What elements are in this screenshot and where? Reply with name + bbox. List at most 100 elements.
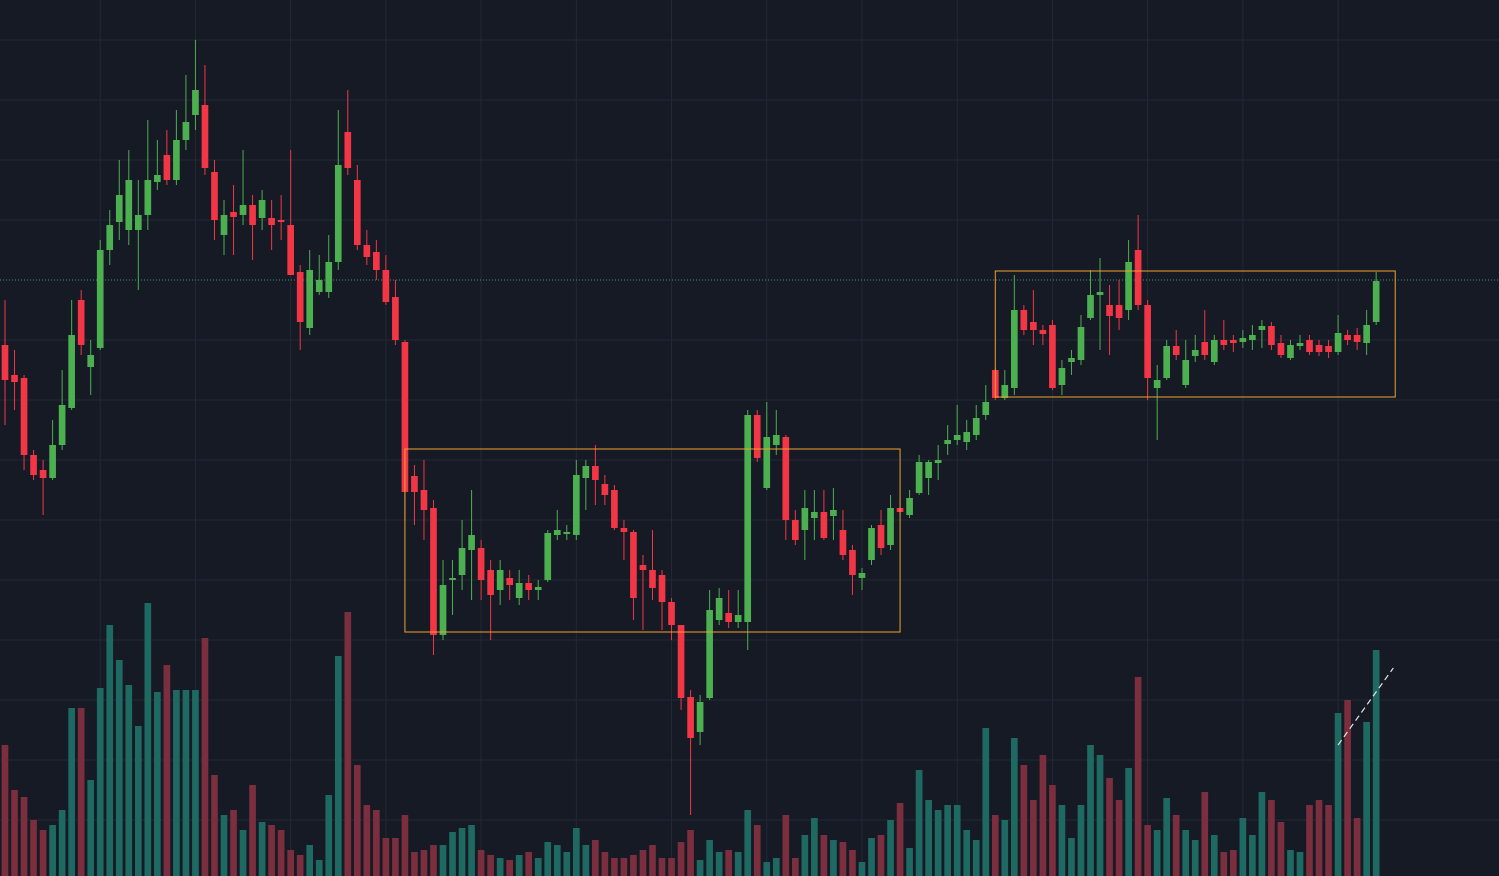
volume-bar — [220, 815, 228, 876]
candle-body — [220, 215, 228, 235]
volume-bar — [563, 852, 571, 876]
candle-body — [1363, 325, 1370, 343]
volume-bar — [239, 830, 247, 876]
volume-bar — [820, 835, 828, 876]
volume-bar — [144, 603, 152, 876]
volume-bar — [258, 822, 266, 876]
volume-bar — [401, 815, 409, 876]
volume-bar — [1353, 818, 1361, 876]
candle-body — [820, 512, 828, 538]
volume-bar — [1087, 745, 1094, 876]
volume-bar — [1039, 755, 1047, 876]
candle-body — [763, 437, 771, 488]
volume-bar — [982, 728, 990, 876]
volume-bar — [192, 690, 199, 876]
candle-body — [934, 460, 942, 463]
volume-bar — [953, 805, 961, 876]
candle-body — [677, 625, 685, 698]
candle-body — [49, 445, 56, 478]
candle-body — [744, 415, 752, 622]
volume-bar — [906, 848, 913, 876]
volume-bar — [772, 858, 780, 876]
candle-body — [296, 272, 304, 322]
volume-bar — [896, 803, 904, 876]
volume-bar — [592, 840, 599, 876]
volume-bar — [991, 815, 999, 876]
candle-body — [715, 598, 723, 620]
volume-bar — [944, 805, 952, 876]
volume-bar — [1249, 835, 1256, 876]
candle-body — [1315, 345, 1323, 352]
volume-bar — [315, 860, 323, 876]
volume-bar — [1115, 800, 1123, 876]
volume-bar — [1077, 805, 1085, 876]
volume-bar — [811, 818, 818, 876]
candle-body — [868, 528, 875, 560]
candle-body — [154, 175, 161, 182]
candle-body — [563, 532, 571, 534]
volume-bar — [601, 852, 609, 876]
candle-body — [1230, 340, 1237, 343]
candle-body — [582, 466, 590, 478]
candle-body — [411, 476, 418, 492]
candle-body — [1115, 305, 1123, 318]
volume-bar — [1106, 778, 1113, 876]
volume-bar — [868, 838, 875, 876]
volume-bar — [1172, 815, 1180, 876]
volume-bar — [1201, 792, 1209, 876]
volume-bar — [753, 825, 761, 876]
candle-body — [325, 262, 333, 292]
volume-bar — [925, 800, 932, 876]
candle-body — [592, 466, 599, 480]
candle-body — [39, 470, 47, 478]
volume-bar — [582, 845, 590, 876]
volume-bar — [277, 830, 285, 876]
candle-body — [839, 530, 847, 555]
candle-body — [1020, 310, 1028, 330]
candle-body — [1125, 262, 1132, 310]
volume-bar — [163, 665, 171, 876]
volume-bar — [468, 825, 475, 876]
volume-bar — [877, 835, 885, 876]
candle-body — [772, 435, 780, 445]
candle-body — [1249, 335, 1256, 340]
candle-body — [353, 180, 361, 245]
volume-bar — [430, 845, 437, 876]
volume-bar — [1010, 738, 1018, 876]
trend-line — [1337, 667, 1394, 746]
candle-body — [1191, 350, 1199, 356]
volume-bar — [344, 612, 352, 876]
candle-body — [534, 587, 542, 590]
volume-bar — [830, 840, 837, 876]
volume-bar — [687, 830, 694, 876]
candle-body — [1049, 325, 1056, 388]
candle-body — [401, 342, 409, 492]
candle-body — [1106, 305, 1113, 316]
candle-body — [1134, 250, 1142, 305]
candle-body — [658, 575, 666, 602]
volume-bar — [1210, 835, 1218, 876]
candle-body — [1201, 342, 1209, 355]
volume-bar — [934, 810, 942, 876]
candle-body — [525, 583, 533, 590]
candle-body — [925, 462, 932, 478]
candle-body — [1058, 368, 1066, 385]
volume-bar — [30, 820, 37, 876]
volume-bar — [458, 828, 466, 876]
candle-body — [611, 490, 618, 528]
candle-body — [77, 300, 85, 345]
volume-bar — [39, 830, 47, 876]
candle-body — [373, 252, 380, 270]
volume-bar — [763, 862, 771, 876]
candle-body — [734, 615, 742, 622]
candle-body — [601, 484, 609, 495]
candle-body — [87, 355, 95, 367]
volume-bar — [1239, 818, 1247, 876]
candle-body — [230, 212, 237, 217]
volume-bar — [230, 810, 237, 876]
candle-body — [430, 508, 437, 635]
volume-bar — [696, 860, 704, 876]
volume-bar — [791, 858, 799, 876]
candle-body — [791, 520, 799, 540]
candle-body — [1306, 340, 1313, 352]
